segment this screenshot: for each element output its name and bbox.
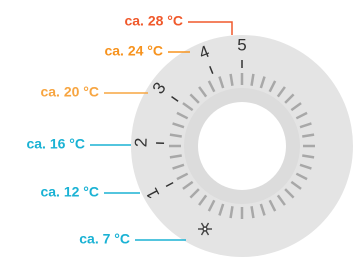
temperature-label: ca. 28 °C [124, 13, 183, 29]
dial-number: 2 [131, 137, 150, 147]
temperature-label: ca. 24 °C [104, 43, 163, 59]
temperature-label: ca. 12 °C [40, 184, 99, 200]
temperature-label: ca. 16 °C [26, 136, 85, 152]
temperature-label: ca. 7 °C [79, 231, 130, 247]
dial-number: 5 [237, 35, 246, 54]
dial-knob [198, 102, 286, 190]
leader-line [188, 22, 232, 35]
thermostat-diagram: 12345ca. 28 °Cca. 24 °Cca. 20 °Cca. 16 °… [0, 0, 356, 257]
temperature-label: ca. 20 °C [40, 84, 99, 100]
